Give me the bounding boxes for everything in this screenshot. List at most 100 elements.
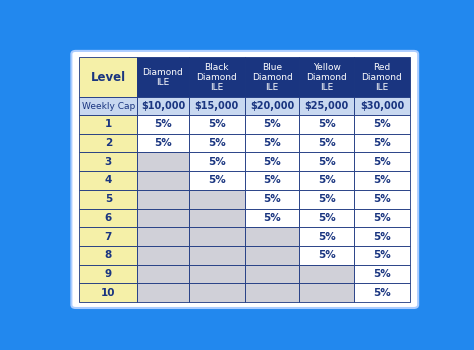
- FancyBboxPatch shape: [245, 171, 299, 190]
- Text: 5%: 5%: [154, 119, 172, 129]
- FancyBboxPatch shape: [137, 246, 189, 265]
- FancyBboxPatch shape: [245, 265, 299, 284]
- Text: 5%: 5%: [318, 250, 336, 260]
- FancyBboxPatch shape: [245, 209, 299, 227]
- FancyBboxPatch shape: [299, 265, 354, 284]
- FancyBboxPatch shape: [80, 190, 137, 209]
- FancyBboxPatch shape: [354, 115, 410, 134]
- Text: Level: Level: [91, 71, 126, 84]
- FancyBboxPatch shape: [80, 152, 137, 171]
- FancyBboxPatch shape: [80, 209, 137, 227]
- FancyBboxPatch shape: [80, 97, 137, 115]
- Text: 9: 9: [105, 269, 112, 279]
- FancyBboxPatch shape: [189, 209, 245, 227]
- Text: 5%: 5%: [208, 138, 226, 148]
- Text: 2: 2: [105, 138, 112, 148]
- Text: 5: 5: [105, 194, 112, 204]
- Text: 5%: 5%: [318, 232, 336, 242]
- FancyBboxPatch shape: [245, 190, 299, 209]
- FancyBboxPatch shape: [80, 246, 137, 265]
- FancyBboxPatch shape: [189, 284, 245, 302]
- Text: 4: 4: [105, 175, 112, 186]
- Text: Black
Diamond
ILE: Black Diamond ILE: [196, 63, 237, 92]
- FancyBboxPatch shape: [354, 97, 410, 115]
- FancyBboxPatch shape: [137, 152, 189, 171]
- Text: $15,000: $15,000: [194, 101, 239, 111]
- Text: $20,000: $20,000: [250, 101, 294, 111]
- FancyBboxPatch shape: [137, 115, 189, 134]
- FancyBboxPatch shape: [354, 265, 410, 284]
- Text: 5%: 5%: [373, 269, 391, 279]
- Text: 5%: 5%: [263, 157, 281, 167]
- Text: 5%: 5%: [373, 119, 391, 129]
- FancyBboxPatch shape: [189, 97, 245, 115]
- FancyBboxPatch shape: [299, 171, 354, 190]
- Text: 5%: 5%: [208, 175, 226, 186]
- Text: 5%: 5%: [263, 138, 281, 148]
- FancyBboxPatch shape: [299, 209, 354, 227]
- FancyBboxPatch shape: [137, 190, 189, 209]
- FancyBboxPatch shape: [80, 57, 137, 97]
- Text: 5%: 5%: [373, 232, 391, 242]
- Text: 5%: 5%: [373, 250, 391, 260]
- Text: Yellow
Diamond
ILE: Yellow Diamond ILE: [306, 63, 347, 92]
- FancyBboxPatch shape: [137, 265, 189, 284]
- Text: 5%: 5%: [373, 213, 391, 223]
- FancyBboxPatch shape: [354, 134, 410, 152]
- FancyBboxPatch shape: [137, 97, 189, 115]
- Text: 5%: 5%: [373, 175, 391, 186]
- FancyBboxPatch shape: [245, 152, 299, 171]
- Text: 5%: 5%: [318, 119, 336, 129]
- FancyBboxPatch shape: [354, 190, 410, 209]
- Text: 5%: 5%: [154, 138, 172, 148]
- FancyBboxPatch shape: [137, 134, 189, 152]
- FancyBboxPatch shape: [245, 227, 299, 246]
- FancyBboxPatch shape: [189, 152, 245, 171]
- Text: 6: 6: [105, 213, 112, 223]
- Text: 5%: 5%: [208, 157, 226, 167]
- FancyBboxPatch shape: [189, 227, 245, 246]
- FancyBboxPatch shape: [137, 284, 189, 302]
- Text: 8: 8: [105, 250, 112, 260]
- FancyBboxPatch shape: [80, 284, 137, 302]
- FancyBboxPatch shape: [72, 51, 418, 308]
- Text: 7: 7: [105, 232, 112, 242]
- Text: 5%: 5%: [263, 119, 281, 129]
- FancyBboxPatch shape: [245, 134, 299, 152]
- Text: 3: 3: [105, 157, 112, 167]
- FancyBboxPatch shape: [354, 227, 410, 246]
- FancyBboxPatch shape: [189, 246, 245, 265]
- FancyBboxPatch shape: [299, 97, 354, 115]
- FancyBboxPatch shape: [354, 152, 410, 171]
- FancyBboxPatch shape: [137, 209, 189, 227]
- Text: 5%: 5%: [263, 213, 281, 223]
- Text: $30,000: $30,000: [360, 101, 404, 111]
- Text: 1: 1: [105, 119, 112, 129]
- FancyBboxPatch shape: [245, 57, 299, 97]
- Text: 10: 10: [101, 288, 116, 298]
- FancyBboxPatch shape: [137, 227, 189, 246]
- FancyBboxPatch shape: [299, 227, 354, 246]
- FancyBboxPatch shape: [299, 190, 354, 209]
- Text: Weekly Cap: Weekly Cap: [82, 102, 135, 111]
- FancyBboxPatch shape: [245, 284, 299, 302]
- FancyBboxPatch shape: [354, 57, 410, 97]
- FancyBboxPatch shape: [299, 115, 354, 134]
- FancyBboxPatch shape: [80, 171, 137, 190]
- Text: 5%: 5%: [318, 157, 336, 167]
- FancyBboxPatch shape: [80, 265, 137, 284]
- FancyBboxPatch shape: [189, 57, 245, 97]
- FancyBboxPatch shape: [189, 134, 245, 152]
- Text: 5%: 5%: [373, 138, 391, 148]
- FancyBboxPatch shape: [299, 57, 354, 97]
- FancyBboxPatch shape: [80, 115, 137, 134]
- FancyBboxPatch shape: [189, 265, 245, 284]
- Text: 5%: 5%: [373, 157, 391, 167]
- Text: $10,000: $10,000: [141, 101, 185, 111]
- FancyBboxPatch shape: [299, 284, 354, 302]
- Text: 5%: 5%: [318, 138, 336, 148]
- Text: 5%: 5%: [263, 175, 281, 186]
- FancyBboxPatch shape: [299, 134, 354, 152]
- FancyBboxPatch shape: [137, 57, 189, 97]
- Text: 5%: 5%: [208, 119, 226, 129]
